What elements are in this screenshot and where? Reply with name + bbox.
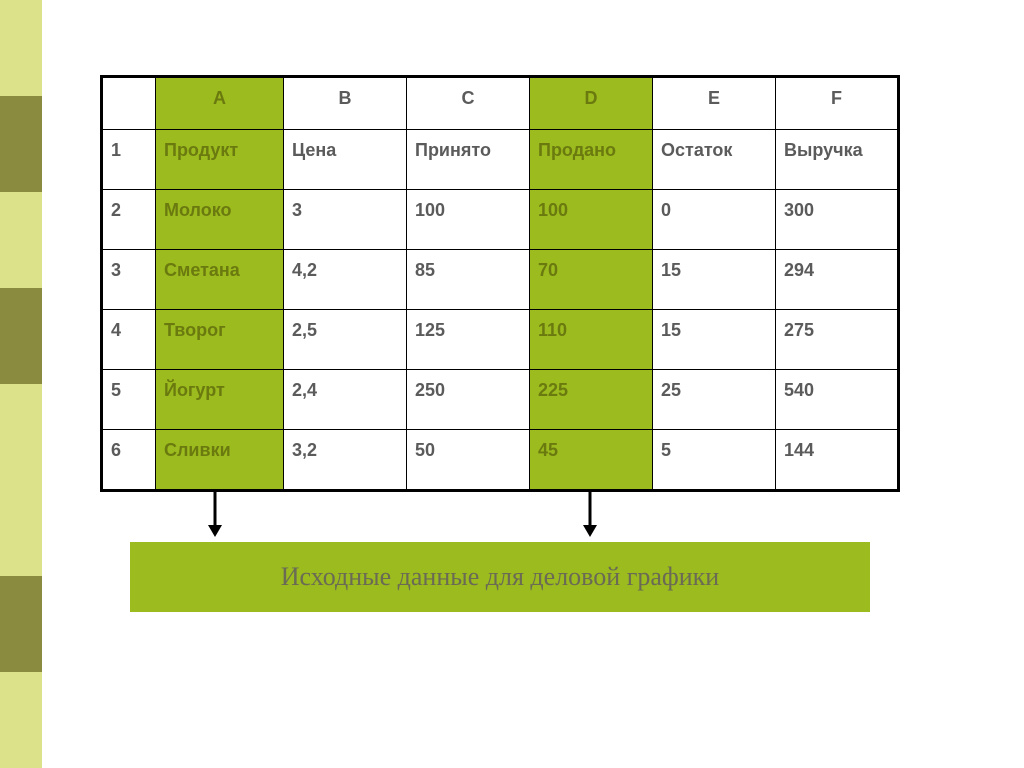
cell: 3 (284, 190, 407, 250)
cell: Творог (156, 310, 284, 370)
cell: Продукт (156, 130, 284, 190)
cell: 300 (776, 190, 899, 250)
cell: 3 (102, 250, 156, 310)
cell: 2,5 (284, 310, 407, 370)
table-row: 4Творог2,512511015275 (102, 310, 899, 370)
slide-content: ABCDEF1ПродуктЦенаПринятоПроданоОстатокВ… (100, 75, 900, 612)
cell: 250 (407, 370, 530, 430)
stripe-segment (0, 672, 42, 768)
table-row: 1ПродуктЦенаПринятоПроданоОстатокВыручка (102, 130, 899, 190)
table-row: 2Молоко31001000300 (102, 190, 899, 250)
cell: B (284, 77, 407, 130)
cell: 2,4 (284, 370, 407, 430)
table-row: 6Сливки3,250455144 (102, 430, 899, 491)
cell: Принято (407, 130, 530, 190)
caption-box: Исходные данные для деловой графики (130, 542, 870, 612)
cell: 25 (653, 370, 776, 430)
cell: 70 (530, 250, 653, 310)
cell: 6 (102, 430, 156, 491)
cell: Остаток (653, 130, 776, 190)
cell: D (530, 77, 653, 130)
cell: 225 (530, 370, 653, 430)
spreadsheet-table: ABCDEF1ПродуктЦенаПринятоПроданоОстатокВ… (100, 75, 900, 492)
stripe-segment (0, 288, 42, 384)
cell: 0 (653, 190, 776, 250)
cell: C (407, 77, 530, 130)
stripe-segment (0, 480, 42, 576)
table-row: 5Йогурт2,425022525540 (102, 370, 899, 430)
cell: 45 (530, 430, 653, 491)
cell: 3,2 (284, 430, 407, 491)
cell: 5 (653, 430, 776, 491)
stripe-segment (0, 0, 42, 96)
cell: 110 (530, 310, 653, 370)
cell: E (653, 77, 776, 130)
cell: Сливки (156, 430, 284, 491)
cell: Продано (530, 130, 653, 190)
down-arrow-icon (583, 492, 597, 537)
cell: 294 (776, 250, 899, 310)
cell: Цена (284, 130, 407, 190)
cell: Молоко (156, 190, 284, 250)
cell: 15 (653, 310, 776, 370)
cell: 125 (407, 310, 530, 370)
cell: 100 (407, 190, 530, 250)
stripe-segment (0, 96, 42, 192)
cell: 540 (776, 370, 899, 430)
stripe-segment (0, 576, 42, 672)
cell: 2 (102, 190, 156, 250)
cell: 50 (407, 430, 530, 491)
cell: 144 (776, 430, 899, 491)
stripe-segment (0, 192, 42, 288)
cell: Выручка (776, 130, 899, 190)
cell: 15 (653, 250, 776, 310)
stripe-segment (0, 384, 42, 480)
cell: 275 (776, 310, 899, 370)
table-row: 3Сметана4,2857015294 (102, 250, 899, 310)
cell: 100 (530, 190, 653, 250)
arrows-container (100, 492, 900, 542)
cell: Сметана (156, 250, 284, 310)
cell (102, 77, 156, 130)
caption-text: Исходные данные для деловой графики (281, 562, 719, 592)
cell: F (776, 77, 899, 130)
cell: 85 (407, 250, 530, 310)
cell: 1 (102, 130, 156, 190)
cell: 4 (102, 310, 156, 370)
down-arrow-icon (208, 492, 222, 537)
side-decorative-stripe (0, 0, 42, 768)
cell: 5 (102, 370, 156, 430)
cell: A (156, 77, 284, 130)
cell: 4,2 (284, 250, 407, 310)
cell: Йогурт (156, 370, 284, 430)
